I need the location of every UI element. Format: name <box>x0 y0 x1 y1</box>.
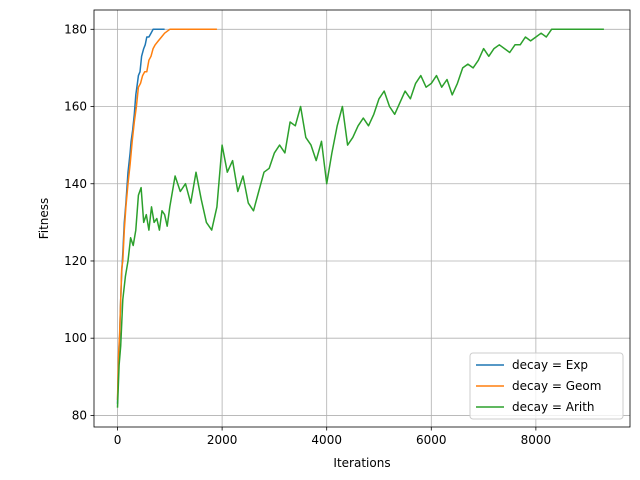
y-tick-label: 140 <box>64 177 87 191</box>
x-tick-label: 0 <box>114 433 122 447</box>
y-axis-label: Fitness <box>37 198 51 240</box>
series-line-geom <box>116 28 217 401</box>
legend: decay = Exp decay = Geom decay = Arith <box>469 352 624 420</box>
y-tick-label: 180 <box>64 22 87 36</box>
series-line-arith <box>116 28 604 408</box>
y-tick-label: 100 <box>64 331 87 345</box>
legend-box <box>469 352 624 420</box>
x-tick-label: 8000 <box>521 433 552 447</box>
x-axis-label: Iterations <box>333 456 390 470</box>
y-tick-label: 80 <box>72 408 87 422</box>
x-tick-label: 4000 <box>311 433 342 447</box>
x-tick-label: 2000 <box>207 433 238 447</box>
legend-label-geom: decay = Geom <box>512 379 601 393</box>
y-tick-label: 120 <box>64 254 87 268</box>
legend-label-arith: decay = Arith <box>512 400 595 414</box>
x-tick-label: 6000 <box>416 433 447 447</box>
series-lines <box>116 28 604 408</box>
axis-ticks: 0 2000 4000 6000 8000 80 100 120 140 160 180 <box>64 22 551 447</box>
legend-label-exp: decay = Exp <box>512 358 588 372</box>
plot-frame <box>93 9 631 428</box>
y-tick-label: 160 <box>64 100 87 114</box>
